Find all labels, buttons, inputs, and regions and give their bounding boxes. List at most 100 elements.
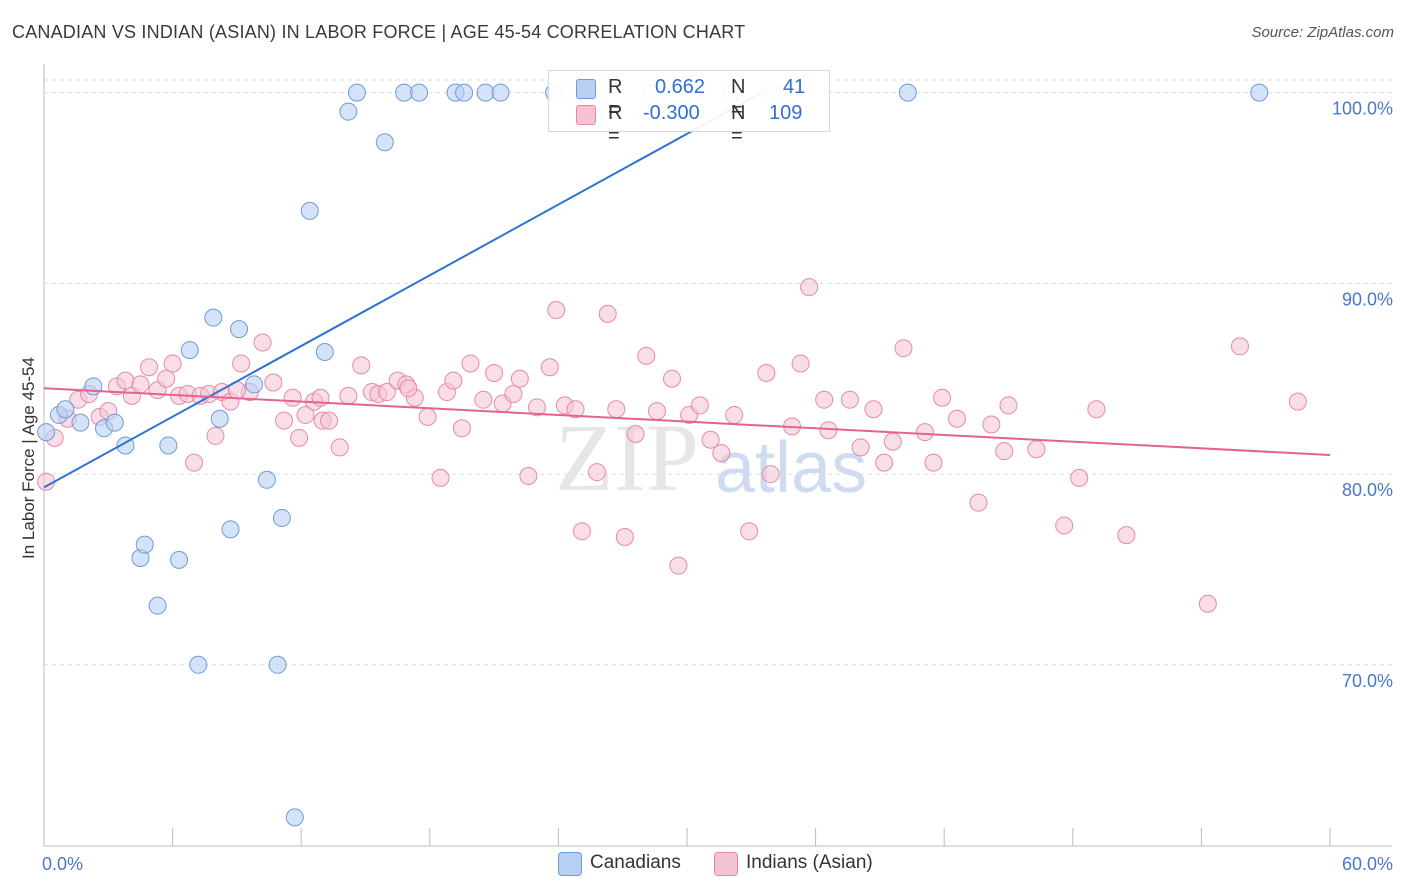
indians-point (669, 556, 688, 575)
indians-point (320, 411, 339, 430)
indians-point (352, 356, 371, 375)
canadians-point (347, 83, 366, 102)
canadians-point (339, 102, 358, 121)
indians-point (864, 400, 883, 419)
indians-point (504, 384, 523, 403)
indians-point (800, 278, 819, 297)
indians-trend-line (43, 387, 1331, 456)
canadians-trend-line (43, 91, 763, 489)
watermark: ZIP atlas (555, 404, 867, 511)
indians-point (607, 400, 626, 419)
source-credit: Source: ZipAtlas.com (1251, 24, 1394, 41)
y-tick-label-100: 100.0% (1332, 99, 1393, 119)
canadians-point (221, 520, 240, 539)
canadians-point (105, 413, 124, 432)
indians-point (875, 453, 894, 472)
indians-point (883, 432, 902, 451)
canadians-point (135, 535, 154, 554)
indians-point (894, 339, 913, 358)
indians-point (275, 411, 294, 430)
indians-point (851, 438, 870, 457)
canadians-point (410, 83, 429, 102)
indians-point (712, 444, 731, 463)
indians-point (418, 407, 437, 426)
indians-point (283, 388, 302, 407)
indians-point (431, 468, 450, 487)
canadians-point (272, 508, 291, 527)
canadians-r-value: 0.662 (655, 76, 706, 98)
indians-point (296, 405, 315, 424)
canadians-point (395, 83, 414, 102)
trend-lines (43, 91, 1331, 489)
indians-point (626, 425, 645, 444)
indians-point (1027, 440, 1046, 459)
canadians-point (71, 413, 90, 432)
indians-point (933, 388, 952, 407)
x-tick-label-0: 0.0% (42, 854, 83, 874)
canadians-point (315, 343, 334, 362)
indians-point (474, 390, 493, 409)
y-tick-label-80: 80.0% (1342, 480, 1393, 500)
y-axis-label: In Labor Force | Age 45-54 (19, 357, 38, 559)
indians-point (690, 396, 709, 415)
canadians-point (285, 808, 304, 827)
canadians-point (245, 375, 264, 394)
indians-point (725, 405, 744, 424)
canadians-point (455, 83, 474, 102)
indians-point (444, 371, 463, 390)
indians-point (485, 363, 504, 382)
indians-r-value: -0.300 (643, 102, 700, 124)
canadians-point (230, 320, 249, 339)
indians-point (1055, 516, 1074, 535)
canadians-point (189, 655, 208, 674)
indians-point (37, 472, 56, 491)
indians-point (662, 369, 681, 388)
canadians-legend-label: Canadians (590, 852, 681, 873)
indians-point (791, 354, 810, 373)
canadians-point (180, 341, 199, 360)
indians-point (377, 383, 396, 402)
indians-point (1070, 468, 1089, 487)
canadians-point (84, 377, 103, 396)
indians-point (1230, 337, 1249, 356)
indians-point (253, 333, 272, 352)
indians-point (116, 371, 135, 390)
indians-point (452, 419, 471, 438)
canadians-point (204, 308, 223, 327)
indians-n-value: 109 (769, 102, 803, 124)
indians-point (761, 465, 780, 484)
indians-point (461, 354, 480, 373)
canadians-point (300, 201, 319, 220)
indians-point (587, 463, 606, 482)
indians-point (157, 369, 176, 388)
indians-point (527, 398, 546, 417)
indians-point (995, 442, 1014, 461)
indians-point (1117, 526, 1136, 545)
indians-r-label: R = (608, 102, 623, 147)
indians-point (566, 400, 585, 419)
chart-title: CANADIAN VS INDIAN (ASIAN) IN LABOR FORC… (12, 22, 746, 42)
indians-point (547, 301, 566, 320)
indians-point (647, 402, 666, 421)
y-tick-label-70: 70.0% (1342, 671, 1393, 691)
canadians-swatch (576, 79, 596, 99)
indians-point (637, 346, 656, 365)
canadians-point (491, 83, 510, 102)
watermark-atlas: atlas (715, 428, 867, 508)
canadians-point (257, 470, 276, 489)
canadians-point (375, 133, 394, 152)
indians-point (701, 430, 720, 449)
canadians-point (170, 550, 189, 569)
canadians-point (476, 83, 495, 102)
canadians-n-label: N = (731, 76, 746, 121)
watermark-zip: ZIP (555, 404, 699, 511)
indians-point (185, 453, 204, 472)
indians-point (140, 358, 159, 377)
indians-point (264, 373, 283, 392)
indians-point (399, 379, 418, 398)
indians-point (740, 522, 759, 541)
canadians-r-label: R = (608, 76, 623, 121)
indians-point (232, 354, 251, 373)
indians-point (924, 453, 943, 472)
indians-point (540, 358, 559, 377)
